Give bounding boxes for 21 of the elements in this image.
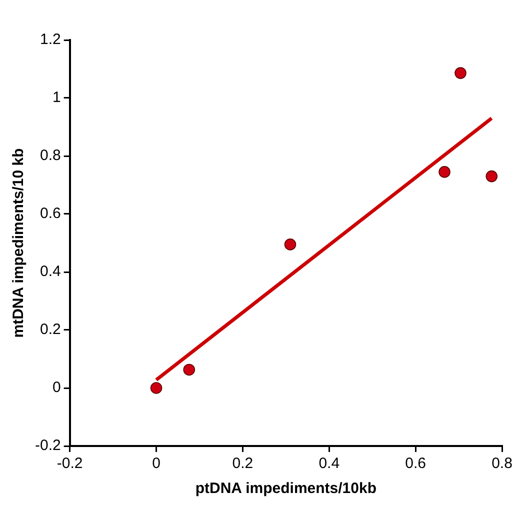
- point: [284, 238, 296, 250]
- point: [150, 382, 162, 394]
- x-axis-title: ptDNA impediments/10kb: [195, 480, 376, 498]
- y-tick-label: 1.2: [40, 31, 61, 48]
- point: [183, 364, 196, 376]
- x-tick-label: 0.8: [492, 455, 512, 472]
- x-tick-label: 0.4: [318, 455, 340, 472]
- y-tick-label: 1: [52, 89, 61, 106]
- point: [454, 67, 466, 79]
- point: [486, 170, 498, 182]
- y-tick-label: 0.6: [40, 205, 61, 222]
- x-tick-label: 0.2: [232, 455, 254, 472]
- point: [438, 166, 450, 178]
- y-tick-label: 0.8: [40, 147, 61, 164]
- x-tick-label: 0: [152, 455, 160, 472]
- y-tick-label: -0.2: [34, 437, 61, 454]
- y-axis-title: mtDNA impediments/10 kb: [10, 148, 28, 338]
- y-tick-label: 0: [52, 379, 61, 396]
- y-tick-label: 0.4: [40, 263, 61, 280]
- y-tick-label: 0.2: [40, 321, 61, 338]
- x-tick-label: 0.6: [405, 455, 426, 472]
